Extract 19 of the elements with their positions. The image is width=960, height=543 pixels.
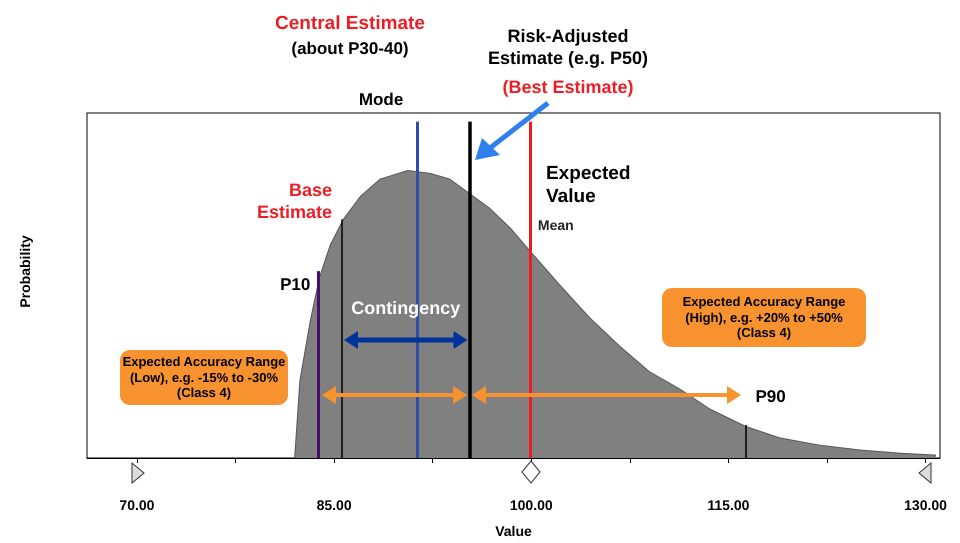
x-tick-label: 85.00 [316,497,352,513]
ref-line-label: P10 [280,275,310,296]
x-tick-label: 70.00 [119,497,155,513]
ref-line-label: Base Estimate [256,180,332,224]
annotation: Expected Accuracy Range (High), e.g. +20% to +50% (Class 4) [662,288,866,347]
text: (about P30-40) [290,39,410,60]
x-tick-label: 100.00 [510,497,553,513]
text: (Best Estimate) [501,77,635,99]
text: Risk-Adjusted Estimate (e.g. P50) [486,26,650,70]
x-tick-label: 115.00 [707,497,750,513]
ref-line-label: P90 [755,387,786,408]
ref-line-label: Mode [358,90,404,110]
x-tick-label: 130.00 [904,497,948,513]
annotation: Expected Accuracy Range (Low), e.g. -15% to -30% (Class 4) [120,350,288,405]
text: Central Estimate [274,13,426,36]
ref-line-label: Mean [538,217,574,234]
y-axis-title: Probability [17,235,33,308]
x-axis-title: Value [495,523,532,539]
annotation: Expected Value [546,163,632,209]
